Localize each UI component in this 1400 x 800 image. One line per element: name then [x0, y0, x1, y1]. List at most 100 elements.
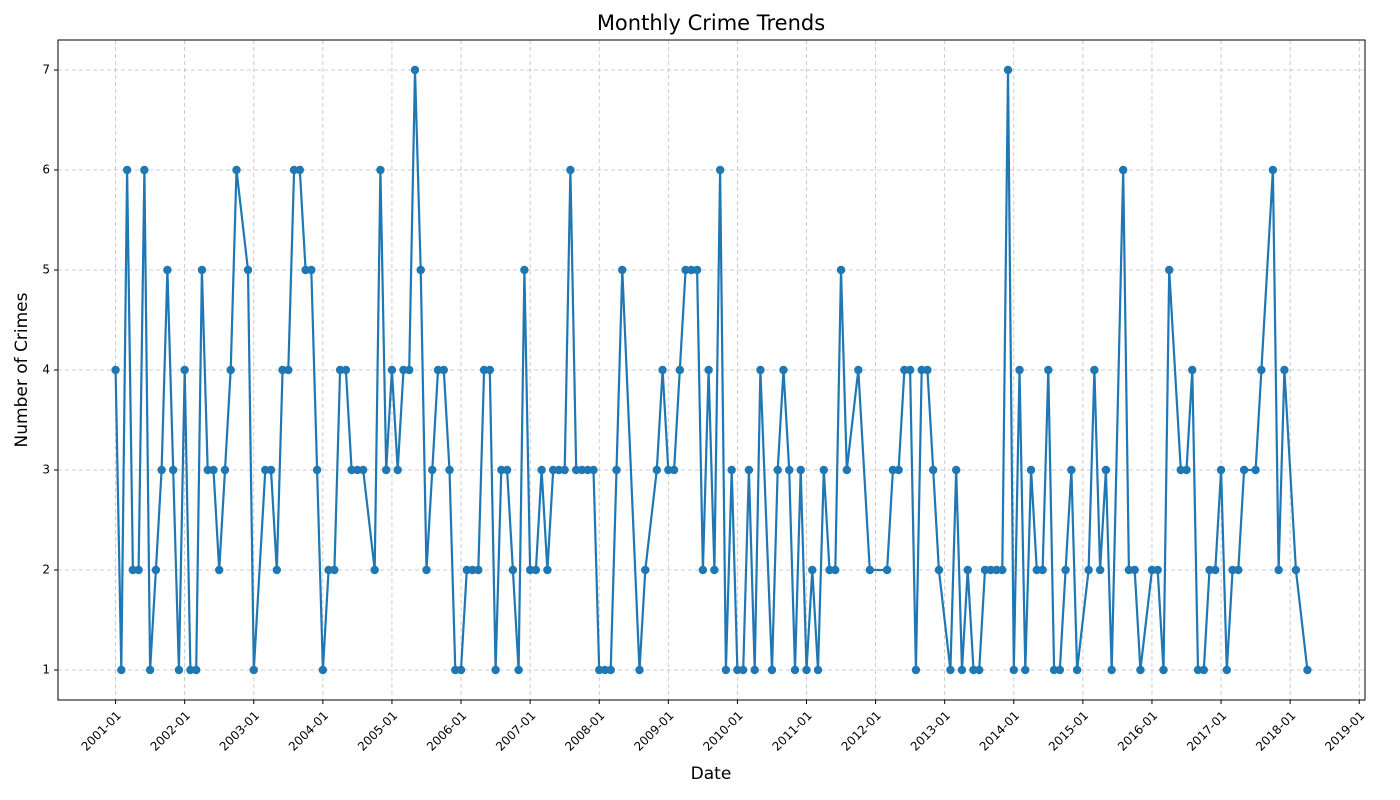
data-point [1182, 465, 1191, 475]
data-point [1153, 565, 1162, 575]
data-point [911, 665, 921, 675]
data-point [704, 365, 713, 375]
data-point [1257, 365, 1266, 375]
data-point [923, 365, 932, 375]
data-point [456, 665, 466, 675]
data-point [272, 565, 281, 575]
data-point [295, 165, 305, 175]
data-point [278, 365, 287, 375]
data-point [249, 665, 258, 675]
y-axis-label: Number of Crimes [12, 292, 32, 447]
data-point [1216, 465, 1226, 475]
data-point [410, 65, 420, 75]
data-point [560, 465, 569, 475]
data-point [1159, 665, 1168, 675]
data-point [1003, 65, 1013, 75]
data-point [589, 465, 598, 475]
x-tick-label: 2012-01 [839, 708, 884, 753]
data-point [387, 365, 397, 375]
data-point [1124, 565, 1134, 575]
data-point [312, 465, 322, 475]
y-tick-label: 2 [42, 563, 50, 577]
data-point [428, 465, 437, 475]
x-tick-label: 2013-01 [908, 708, 953, 753]
data-point [928, 465, 938, 475]
data-point [1130, 565, 1139, 575]
data-point [266, 465, 276, 475]
data-point [1234, 565, 1243, 575]
data-point [468, 565, 477, 575]
data-point [900, 365, 909, 375]
data-point [790, 665, 800, 675]
data-point [479, 365, 489, 375]
data-point [1211, 565, 1220, 575]
data-point [1015, 365, 1024, 375]
data-point [1188, 365, 1197, 375]
data-point [992, 565, 1001, 575]
x-tick-label: 2007-01 [493, 708, 538, 753]
data-point [537, 465, 546, 475]
x-tick-label: 2008-01 [562, 708, 607, 753]
data-point [122, 165, 132, 175]
x-tick-label: 2010-01 [700, 708, 745, 753]
data-point [750, 665, 759, 675]
data-point [111, 365, 120, 375]
data-point [318, 665, 328, 675]
data-point [952, 465, 961, 475]
data-point [324, 565, 333, 575]
y-tick-label: 4 [42, 363, 50, 377]
data-point [641, 565, 650, 575]
data-point [1147, 565, 1157, 575]
data-point [733, 665, 742, 675]
data-point [548, 465, 558, 475]
data-point [767, 665, 777, 675]
data-point [842, 465, 852, 475]
data-point [612, 465, 621, 475]
x-tick-label: 2002-01 [148, 708, 193, 753]
data-point [756, 365, 765, 375]
data-point [652, 465, 662, 475]
data-point [785, 465, 794, 475]
data-point [606, 665, 615, 675]
data-point [1044, 365, 1053, 375]
data-point [583, 465, 592, 475]
data-point [1176, 465, 1185, 475]
data-point [191, 665, 201, 675]
data-point [773, 465, 782, 475]
data-point [1280, 365, 1289, 375]
data-point [854, 365, 863, 375]
data-point [301, 265, 310, 275]
data-point [1038, 565, 1047, 575]
data-point [969, 665, 978, 675]
data-point [1032, 565, 1042, 575]
data-point [825, 565, 834, 575]
data-point [1222, 665, 1232, 675]
data-point [474, 565, 483, 575]
data-point [145, 665, 155, 675]
x-tick-label: 2015-01 [1046, 708, 1091, 753]
data-point [462, 565, 471, 575]
data-point [980, 565, 990, 575]
data-point [330, 565, 339, 575]
data-point [1101, 465, 1111, 475]
data-point [888, 465, 898, 475]
x-tick-label: 2014-01 [977, 708, 1022, 753]
data-point [1090, 365, 1099, 375]
data-point [180, 365, 189, 375]
data-point [445, 465, 454, 475]
data-point [1072, 665, 1082, 675]
data-point [335, 365, 345, 375]
data-point [203, 465, 212, 475]
data-point [168, 465, 178, 475]
data-point [226, 365, 235, 375]
data-point [664, 465, 673, 475]
y-tick-label: 6 [42, 163, 50, 177]
data-point [209, 465, 218, 475]
data-point [963, 565, 972, 575]
data-point [370, 565, 379, 575]
data-point [422, 565, 431, 575]
data-point [802, 665, 811, 675]
data-point [353, 465, 362, 475]
data-point [1205, 565, 1214, 575]
